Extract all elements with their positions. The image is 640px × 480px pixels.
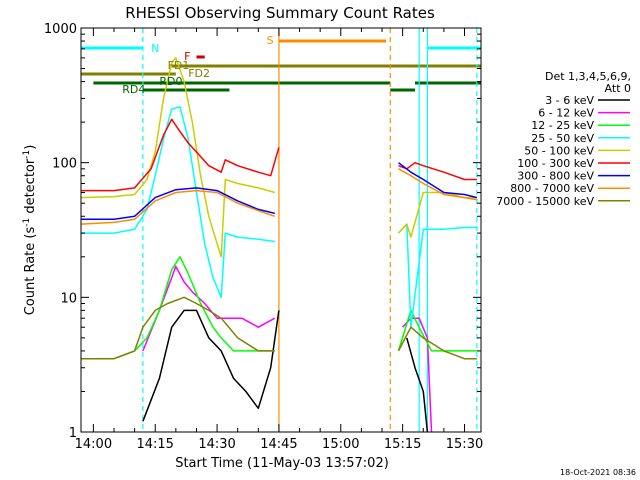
- axis-ticks: 14:00 14:15 14:30 14:45 15:00 15:15 15:30 1 10 10…: [44, 22, 483, 452]
- series-line: [81, 187, 275, 221]
- y-tick-label: 1000: [44, 22, 77, 37]
- legend-label: 12 - 25 keV: [531, 119, 594, 132]
- footer-timestamp: 18-Oct-2021 08:36: [560, 468, 636, 477]
- series-line: [81, 296, 275, 360]
- legend-header-line-1: Det 1,3,4,5,6,9,: [545, 70, 631, 83]
- series-line: [397, 223, 477, 328]
- series-line: [398, 162, 478, 199]
- x-tick-label: 14:00: [75, 437, 112, 452]
- series-line: [81, 256, 275, 360]
- series-line: [81, 118, 280, 192]
- x-tick-label: 15:15: [384, 437, 421, 452]
- annotation-rd4: RD4: [122, 83, 145, 96]
- series-group: [80, 57, 478, 433]
- legend-label: 6 - 12 keV: [538, 107, 594, 120]
- x-axis-label: Start Time (11-May-03 13:57:02): [175, 456, 389, 471]
- legend-label: 800 - 7000 keV: [510, 182, 594, 195]
- y-tick-label: 100: [52, 157, 77, 172]
- x-tick-label: 15:00: [322, 437, 359, 452]
- series-line: [80, 57, 276, 258]
- x-tick-label: 14:45: [260, 437, 297, 452]
- flag-bars: [81, 39, 481, 92]
- y-tick-label: 1: [69, 426, 77, 441]
- x-tick-label: 14:30: [198, 437, 235, 452]
- series-line: [398, 168, 478, 201]
- annotation-n: N: [151, 42, 159, 55]
- legend-header-line-2: Att 0: [605, 82, 631, 95]
- legend-label: 7000 - 15000 keV: [496, 195, 594, 208]
- series-line: [397, 191, 477, 238]
- flag-vlines: [142, 28, 478, 432]
- y-axis-label: Count Rate (s-1 detector-1): [22, 145, 38, 316]
- y-tick-label: 10: [60, 291, 77, 306]
- legend-label: 100 - 300 keV: [517, 157, 594, 170]
- series-line: [80, 189, 276, 225]
- series-line: [81, 106, 275, 299]
- legend-label: 300 - 800 keV: [517, 170, 594, 183]
- series-line: [397, 326, 477, 360]
- legend-label: 50 - 100 keV: [524, 144, 594, 157]
- legend-label: 25 - 50 keV: [531, 132, 594, 145]
- x-tick-label: 14:15: [136, 437, 173, 452]
- chart-title: RHESSI Observing Summary Count Rates: [125, 4, 435, 22]
- annotation-f: F: [184, 50, 190, 63]
- legend-label: 3 - 6 keV: [545, 94, 594, 107]
- plot-frame: [80, 27, 482, 433]
- annotation-fd2: FD2: [188, 67, 210, 80]
- annotation-rd0: RD0: [159, 75, 182, 88]
- series-line: [142, 309, 280, 422]
- series-line: [406, 337, 429, 433]
- annotation-s: S: [267, 34, 274, 47]
- annotation-fd1: FD1: [168, 59, 190, 72]
- x-tick-label: 15:30: [446, 437, 483, 452]
